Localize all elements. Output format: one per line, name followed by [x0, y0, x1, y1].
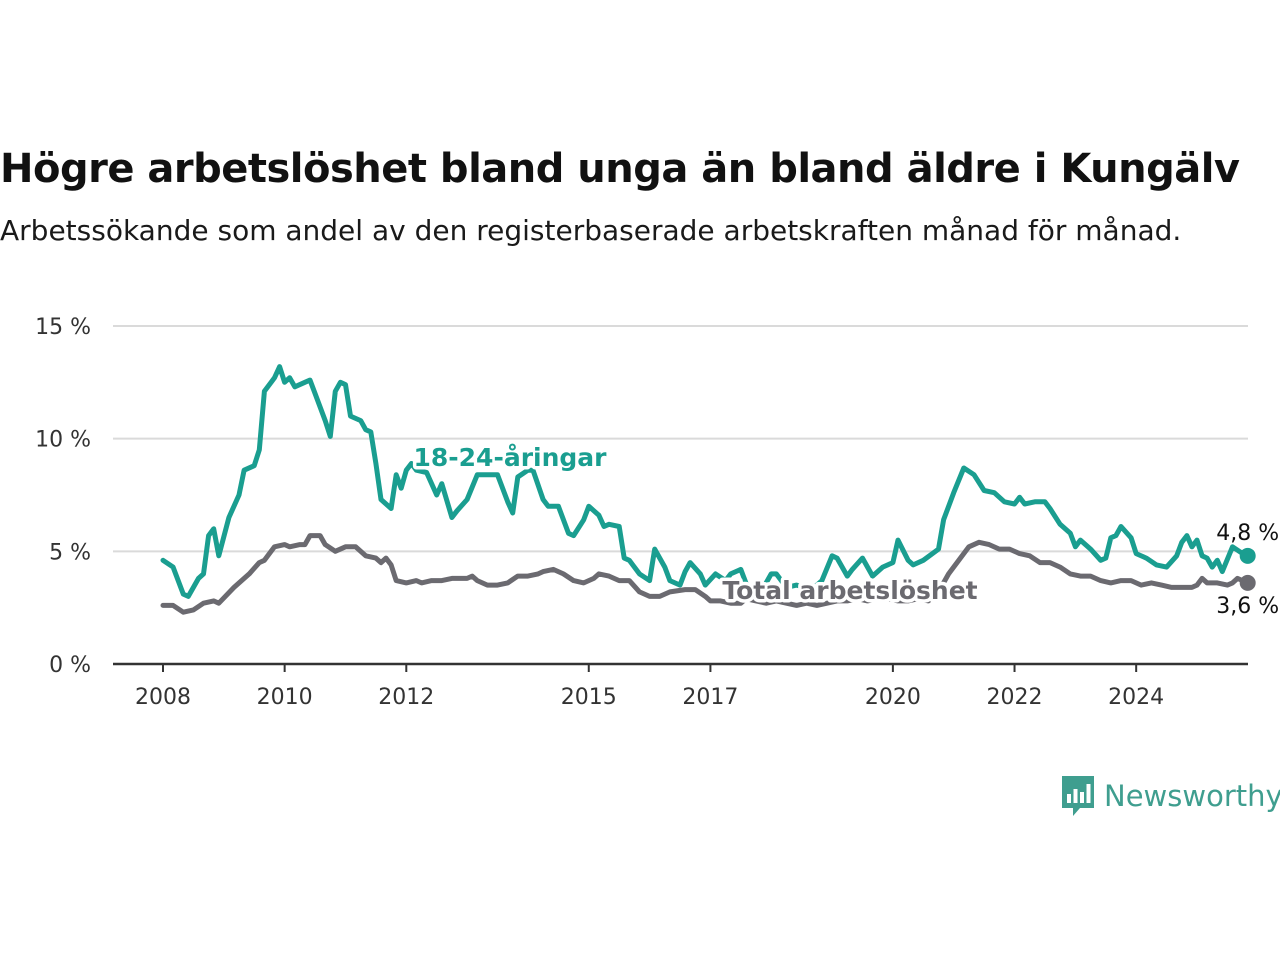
series-end-point	[1239, 547, 1256, 564]
y-tick-label: 0 %	[49, 653, 91, 678]
grid-lines	[113, 325, 1248, 666]
x-tick-label: 2012	[378, 685, 434, 710]
x-tick-label: 2010	[257, 685, 313, 710]
series-lines	[160, 364, 1256, 615]
line-chart: 0 %5 %10 %15 % 2008 2010 2012 2015 2017 2020 2…	[35, 315, 1279, 710]
newsworthy-logo[interactable]: Newsworthy	[1060, 774, 1280, 818]
series-label-total-halo: Total arbetslöshet	[722, 576, 977, 605]
y-tick-label: 10 %	[35, 428, 91, 453]
chart-title: Högre arbetslöshet bland unga än bland ä…	[0, 146, 1240, 192]
series-line	[160, 533, 1251, 615]
x-tick-label: 2020	[865, 685, 921, 710]
newsworthy-bar-chart-icon	[1062, 776, 1094, 816]
x-tick-label: 2015	[561, 685, 617, 710]
series-label-youth-halo: 18-24-åringar	[414, 443, 608, 472]
series-label-total-text: Total arbetslöshet	[722, 576, 977, 605]
series-label-youth-text: 18-24-åringar	[414, 443, 608, 472]
series-end-point	[1239, 574, 1256, 591]
x-tick-label: 2022	[987, 685, 1043, 710]
end-label-total: 3,6 %	[1216, 594, 1279, 619]
x-tick-label: 2008	[135, 685, 191, 710]
brand-name: Newsworthy	[1104, 779, 1280, 813]
end-label-youth: 4,8 %	[1216, 521, 1279, 546]
y-axis-ticks: 0 % 5 % 10 % 15 %	[35, 315, 91, 678]
x-axis-ticks: 2008 2010 2012 2015 2017 2020 2022 2024	[135, 664, 1164, 710]
x-tick-label: 2017	[682, 685, 738, 710]
chart-subtitle: Arbetssökande som andel av den registerb…	[0, 214, 1182, 247]
y-tick-label: 5 %	[49, 540, 91, 565]
series-line	[160, 364, 1251, 599]
y-tick-label: 15 %	[35, 315, 91, 340]
x-tick-label: 2024	[1108, 685, 1164, 710]
